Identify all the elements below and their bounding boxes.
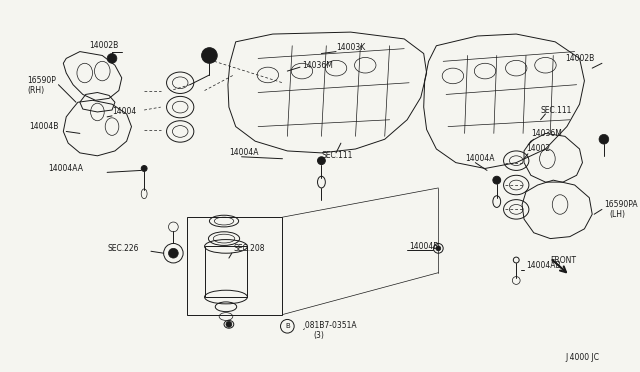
- Circle shape: [141, 166, 147, 171]
- Circle shape: [226, 321, 232, 327]
- Text: 14004A: 14004A: [465, 154, 495, 163]
- Text: (3): (3): [314, 331, 324, 340]
- Text: 14004A: 14004A: [229, 148, 259, 157]
- Text: 14002: 14002: [526, 144, 550, 154]
- Circle shape: [168, 248, 179, 258]
- Text: 16590PA: 16590PA: [604, 200, 637, 209]
- Text: 14004AB: 14004AB: [526, 262, 561, 270]
- Text: 14004B: 14004B: [409, 242, 438, 251]
- Text: SEC.111: SEC.111: [321, 151, 353, 160]
- Text: J 4000 JC: J 4000 JC: [565, 353, 599, 362]
- Text: 14036M: 14036M: [531, 129, 562, 138]
- Text: 14036M: 14036M: [302, 61, 333, 70]
- Circle shape: [436, 246, 441, 251]
- Circle shape: [202, 48, 217, 63]
- Text: SEC.226: SEC.226: [107, 244, 139, 253]
- Text: SEC.208: SEC.208: [234, 244, 265, 253]
- Text: (LH): (LH): [610, 210, 626, 219]
- Text: 14004B: 14004B: [29, 122, 59, 131]
- Text: ¸081B7-0351A: ¸081B7-0351A: [302, 320, 358, 329]
- Text: FRONT: FRONT: [550, 256, 577, 264]
- Text: (RH): (RH): [28, 86, 44, 95]
- Text: 14004: 14004: [112, 108, 136, 116]
- Text: 14003K: 14003K: [336, 43, 365, 52]
- Circle shape: [317, 157, 325, 164]
- Text: SEC.111: SEC.111: [541, 106, 572, 115]
- Text: 14004AA: 14004AA: [49, 164, 84, 173]
- Circle shape: [599, 134, 609, 144]
- Circle shape: [107, 54, 117, 63]
- Text: B: B: [285, 323, 290, 329]
- Circle shape: [493, 176, 500, 184]
- Text: 14002B: 14002B: [565, 54, 594, 63]
- Text: 16590P: 16590P: [28, 76, 56, 85]
- Text: 14002B: 14002B: [90, 41, 119, 50]
